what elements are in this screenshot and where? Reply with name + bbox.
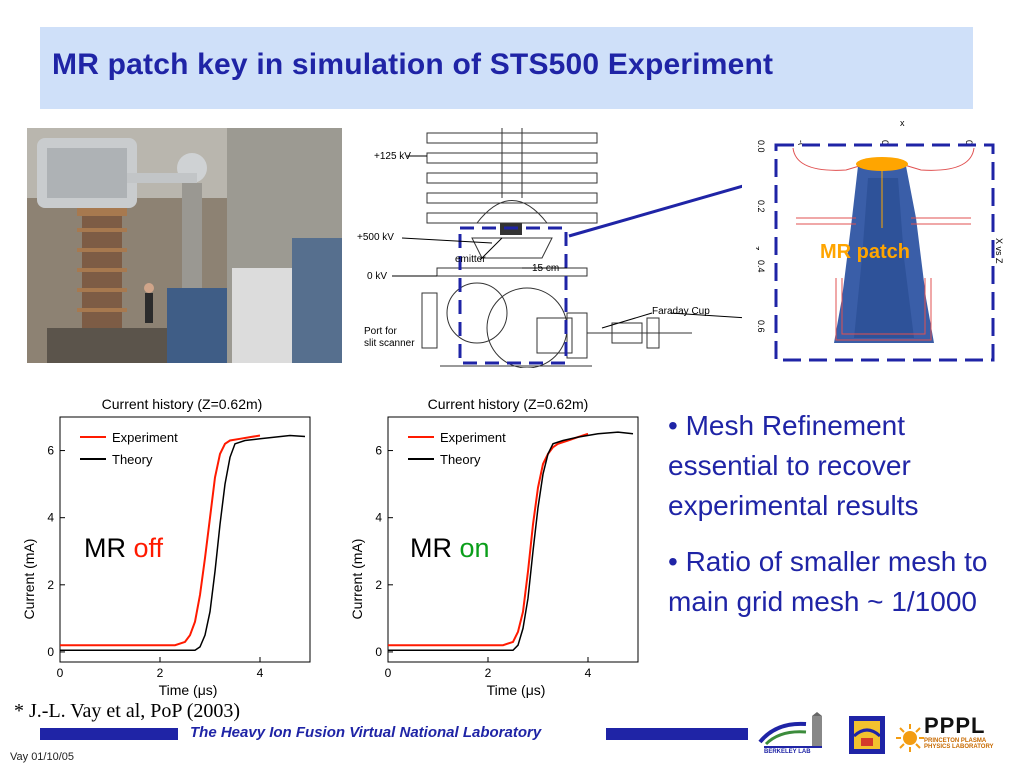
chart1-title: Current history (Z=0.62m) (102, 396, 263, 412)
label-port: Port for (364, 326, 397, 337)
mr-on-label: MR on (410, 533, 490, 564)
x-tick-label: 0 (385, 666, 392, 680)
series-line-theory (388, 431, 634, 652)
series-line-theory (60, 434, 306, 652)
footer-bar-left (40, 728, 178, 740)
y-tick-label: 6 (375, 444, 382, 458)
slide-title: MR patch key in simulation of STS500 Exp… (52, 48, 774, 81)
plot-frame (387, 416, 639, 663)
series-line-experiment (60, 434, 261, 647)
label-15cm: 15 cm (532, 263, 559, 274)
chart2-ylabel: Current (mA) (349, 539, 365, 620)
bullet-item-mesh-refinement: • Mesh Refinement essential to recover e… (668, 410, 919, 521)
label-scanner: slit scanner (364, 338, 415, 349)
label-0kv: 0 kV (367, 271, 387, 282)
accelerator-photo (27, 128, 342, 363)
footer-author-date: Vay 01/10/05 (10, 751, 75, 763)
mr-on-prefix: MR (410, 533, 460, 563)
sim-z-axis-label: z (756, 246, 762, 251)
y-tick-label: 6 (47, 444, 54, 458)
chart2-xlabel: Time (μs) (487, 682, 546, 698)
footer-lab-name: The Heavy Ion Fusion Virtual National La… (190, 724, 542, 741)
mr-patch-label: MR patch (820, 241, 910, 263)
llnl-logo (849, 716, 885, 754)
chart2-title: Current history (Z=0.62m) (428, 396, 589, 412)
label-faraday: Faraday Cup (652, 306, 710, 317)
pppl-subtitle-line-2: PHYSICS LABORATORY (924, 744, 994, 750)
x-tick-label: 2 (157, 666, 164, 680)
chart1-xlabel: Time (μs) (159, 682, 218, 698)
legend-label-theory: Theory (440, 452, 481, 467)
mr-off-state: off (133, 533, 164, 563)
berkeley-lab-text: BERKELEY LAB (764, 749, 811, 755)
current-history-chart-mr-on: Current history (Z=0.62m) Time (μs) Curr… (338, 395, 658, 705)
mr-off-label: MR off (84, 533, 163, 564)
y-tick-label: 4 (47, 511, 54, 525)
label-500kv: +500 kV (357, 232, 394, 243)
title-band (40, 27, 973, 109)
legend-label-experiment: Experiment (112, 430, 178, 445)
sim-z-tick-1: 0.0 (756, 140, 766, 153)
plot-frame (59, 416, 311, 663)
current-history-chart-mr-off: Current history (Z=0.62m) Time (μs) Curr… (10, 395, 330, 705)
pppl-subtitle: PRINCETON PLASMA PHYSICS LABORATORY (924, 738, 994, 750)
y-tick-label: 0 (47, 645, 54, 659)
citation: * J.-L. Vay et al, PoP (2003) (14, 700, 241, 722)
pppl-subtitle-line-1: PRINCETON PLASMA (924, 738, 987, 744)
y-tick-label: 4 (375, 511, 382, 525)
pppl-text: PPPL (924, 713, 986, 738)
x-tick-label: 2 (485, 666, 492, 680)
sim-side-label: X vs Z (994, 238, 1004, 264)
pppl-logo (896, 716, 988, 756)
sim-z-tick-3: 0.4 (756, 260, 766, 273)
x-tick-label: 4 (257, 666, 264, 680)
x-tick-label: 0 (57, 666, 64, 680)
bullet-item-mesh-ratio: • Ratio of smaller mesh to main grid mes… (668, 546, 988, 617)
sim-z-tick-2: 0.2 (756, 200, 766, 213)
bullet-list: • Mesh Refinement essential to recover e… (668, 406, 1008, 638)
chart1-ylabel: Current (mA) (21, 539, 37, 620)
mr-off-prefix: MR (84, 533, 134, 563)
simulation-plot: x -0.2 0.0 0.2 0.0 0.2 0.4 0.6 z X vs Z … (752, 118, 1024, 370)
x-tick-label: 4 (585, 666, 592, 680)
y-tick-label: 0 (375, 645, 382, 659)
berkeley-lab-logo (756, 712, 828, 760)
footer-bar-right (606, 728, 748, 740)
label-emitter: emitter (455, 254, 486, 265)
injector-schematic: +125 kV +500 kV 0 kV emitter 15 cm Farad… (352, 128, 779, 369)
label-125kv: +125 kV (374, 151, 411, 162)
legend-label-experiment: Experiment (440, 430, 506, 445)
series-line-experiment (388, 432, 589, 647)
mr-on-state: on (459, 533, 490, 563)
sim-z-tick-4: 0.6 (756, 320, 766, 333)
sim-x-axis-label: x (900, 118, 905, 128)
y-tick-label: 2 (47, 578, 54, 592)
legend-label-theory: Theory (112, 452, 153, 467)
y-tick-label: 2 (375, 578, 382, 592)
